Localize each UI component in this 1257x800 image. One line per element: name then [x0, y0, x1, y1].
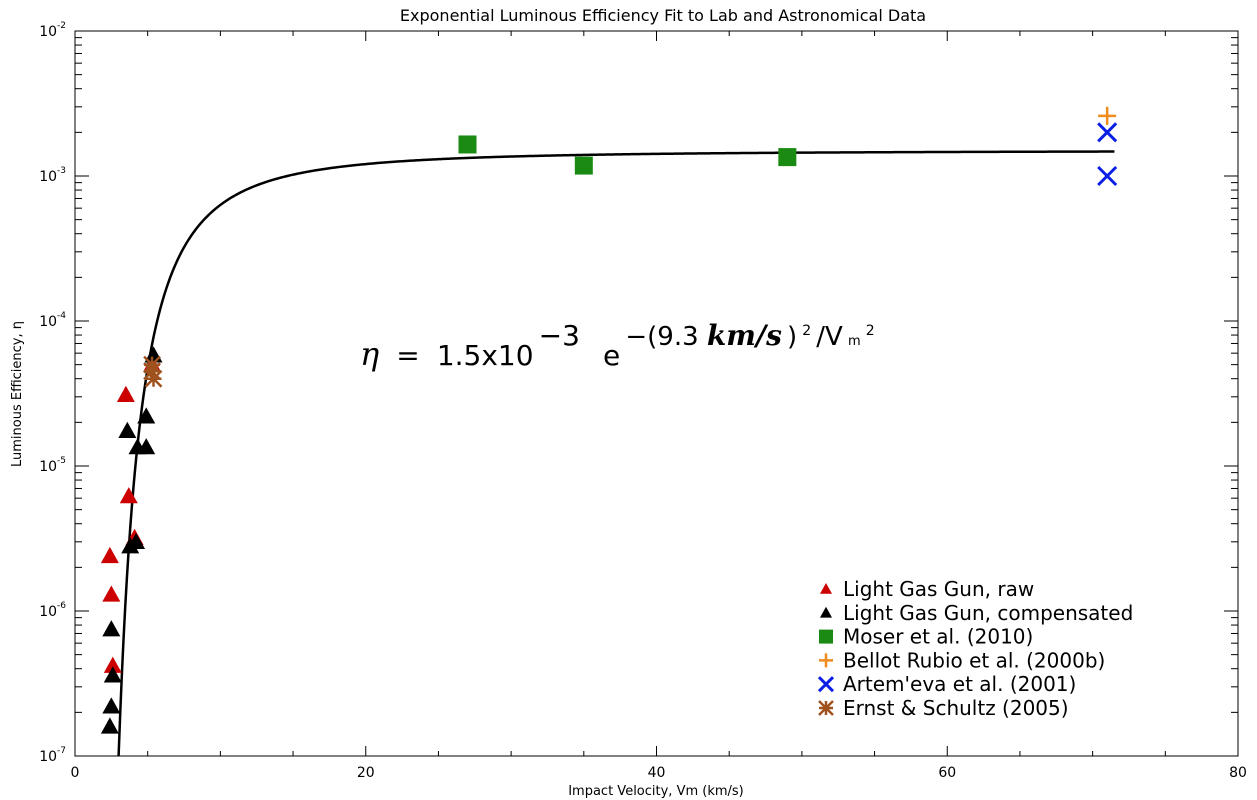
point-series-1: [100, 717, 119, 734]
legend-marker: [819, 653, 833, 668]
formula-exp-sq1: 2: [802, 323, 811, 339]
legend-label: Bellot Rubio et al. (2000b): [843, 648, 1105, 672]
formula-coef: 1.5x10: [437, 339, 534, 372]
formula-exp-a: −(9.3: [625, 322, 707, 352]
legend-label: Moser et al. (2010): [843, 625, 1033, 649]
plot-frame: [74, 30, 1239, 757]
y-tick-label: 10-6: [39, 601, 66, 620]
legend-marker: [819, 629, 833, 644]
y-tick-label: 10-5: [39, 456, 66, 475]
chart-title: Exponential Luminous Efficiency Fit to L…: [400, 6, 926, 25]
y-tick-labels: 10-7 10-6 10-5 10-4 10-3 10-2: [39, 21, 66, 765]
point-series-3: [1098, 106, 1117, 125]
point-series-1: [137, 407, 156, 424]
point-series-0: [119, 487, 138, 504]
y-tick-label: 10-3: [39, 166, 66, 185]
point-series-0: [116, 385, 135, 402]
point-series-4: [1097, 165, 1118, 187]
fit-curve: [117, 150, 1115, 756]
data-markers: [100, 106, 1118, 734]
point-series-0: [100, 546, 119, 564]
point-series-1: [102, 620, 121, 637]
point-series-1: [118, 421, 137, 438]
formula-coef-exp: −3: [539, 319, 580, 352]
formula-exp-b: ): [787, 322, 797, 352]
point-series-2: [458, 135, 477, 154]
point-series-0: [103, 656, 122, 673]
legend-marker: [820, 583, 832, 594]
legend-label: Artem'eva et al. (2001): [843, 672, 1076, 696]
x-tick-label: 80: [1229, 765, 1247, 781]
fit-formula: η = 1.5x10 −3 e −(9.3 km/s ) 2 /V m 2: [360, 319, 875, 373]
point-series-1: [137, 438, 156, 455]
y-axis-label: Luminous Efficiency, η: [10, 321, 25, 467]
y-tick-label: 10-7: [39, 746, 66, 765]
formula-eta: η: [360, 335, 379, 373]
y-tick-label: 10-2: [39, 21, 66, 40]
x-tick-label: 0: [71, 765, 80, 781]
legend-label: Ernst & Schultz (2005): [843, 696, 1069, 720]
point-series-2: [574, 156, 593, 175]
legend-marker: [820, 606, 832, 618]
legend-label: Light Gas Gun, compensated: [843, 601, 1133, 625]
point-series-5: [144, 369, 163, 388]
formula-eq: =: [396, 339, 419, 372]
formula-exp-c: /V: [816, 322, 843, 352]
point-series-1: [103, 666, 122, 683]
point-series-1: [102, 697, 121, 714]
x-axis-label: Impact Velocity, Vm (km/s): [568, 784, 744, 799]
legend-label: Light Gas Gun, raw: [843, 577, 1034, 601]
formula-e: e: [603, 339, 620, 372]
x-tick-label: 40: [648, 765, 666, 781]
legend-marker: [818, 700, 834, 716]
x-tick-labels: 0 20 40 60 80: [71, 765, 1247, 781]
point-series-4: [1097, 122, 1118, 143]
formula-exp-unit: km/s: [707, 319, 782, 352]
point-series-2: [778, 148, 797, 167]
x-tick-label: 20: [357, 765, 375, 781]
x-tick-label: 60: [938, 765, 956, 781]
formula-exp-sq2: 2: [866, 323, 875, 339]
legend-marker: [817, 676, 835, 693]
formula-exp-sub: m: [848, 334, 861, 349]
point-series-1: [127, 532, 146, 550]
y-tick-label: 10-4: [39, 311, 66, 330]
point-series-5: [143, 362, 161, 381]
axis-ticks: [74, 30, 1239, 757]
point-series-0: [102, 585, 121, 602]
